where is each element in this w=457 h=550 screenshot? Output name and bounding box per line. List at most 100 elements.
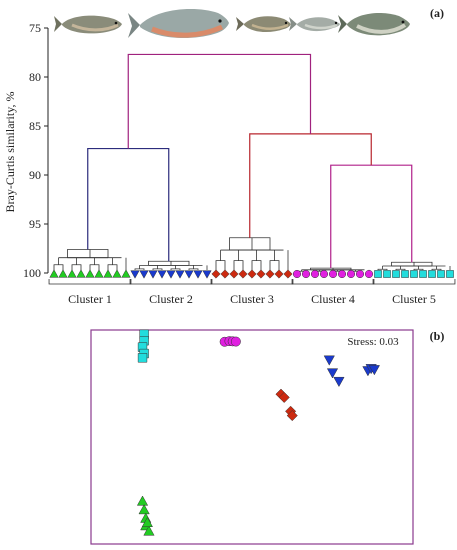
nmds-point: [141, 516, 153, 528]
leaf-marker: [392, 270, 400, 278]
cluster-label: Cluster 4: [311, 292, 355, 306]
nmds-point: [368, 365, 380, 376]
leaf-marker: [292, 269, 302, 279]
nmds-point: [333, 376, 345, 388]
cluster-bracket: [210, 279, 294, 285]
leaf-marker: [337, 269, 347, 279]
panel-a: (a) 75 80 85 90 95 100 Bray-Curtis similarity…: [3, 6, 456, 306]
leaf-marker: [139, 270, 149, 279]
dendrogram-branches: [53, 53, 451, 272]
panel-b: (b) Stress: 0.03: [90, 329, 444, 545]
subtree-branch: [413, 268, 424, 270]
subtree-branch: [188, 268, 199, 270]
leaf-marker: [121, 269, 131, 278]
y-tick-label: 95: [29, 217, 41, 231]
leaf-marker: [437, 270, 445, 278]
leaf-marker: [193, 270, 203, 279]
leaf-marker: [175, 270, 185, 279]
leaf-marker: [184, 270, 194, 279]
subtree-branch: [148, 260, 190, 266]
subtree-branch: [89, 264, 100, 270]
leaf-marker: [157, 270, 167, 279]
leaf-marker: [346, 269, 356, 279]
nmds-point: [286, 410, 298, 422]
leaf-marker: [301, 269, 311, 279]
fish-icon: [236, 16, 291, 33]
branch-join-c3-c45: [249, 133, 372, 238]
cluster-label: Cluster 1: [68, 292, 112, 306]
panel-a-label: (a): [430, 6, 444, 20]
leaf-marker: [446, 270, 454, 278]
subtree-branch: [71, 264, 82, 270]
subtree-branch: [269, 260, 280, 270]
nmds-point: [326, 368, 339, 379]
subtree-branch: [431, 268, 442, 270]
y-tick-label: 75: [29, 21, 41, 35]
leaf-marker: [328, 269, 338, 279]
y-tick-label: 80: [29, 70, 41, 84]
cluster-label: Cluster 5: [392, 292, 436, 306]
nmds-point: [278, 391, 290, 403]
nmds-point: [137, 353, 148, 363]
leaf-marker: [148, 270, 158, 279]
nmds-frame: [90, 329, 414, 545]
salmon-icon: [128, 9, 229, 39]
leaf-marker: [112, 269, 122, 278]
fish-icon: [54, 15, 122, 34]
branch-join-root: [127, 53, 312, 149]
leaf-marker: [265, 269, 275, 279]
cluster-bracket: [291, 279, 375, 285]
subtree-branch: [233, 260, 244, 270]
nmds-point: [230, 336, 241, 347]
leaf-marker: [220, 269, 230, 279]
leaf-marker: [76, 269, 86, 278]
subtree-branch: [251, 260, 262, 270]
y-tick-label: 90: [29, 168, 41, 182]
leaf-marker: [310, 269, 320, 279]
subtree-branch: [395, 268, 406, 270]
leaf-marker: [49, 269, 59, 278]
nmds-points: [136, 329, 380, 536]
subtree-branch: [377, 268, 388, 270]
cluster-bracket: [129, 279, 213, 285]
dendrogram-leaves: [49, 269, 454, 279]
subtree-branch: [229, 237, 271, 251]
leaf-marker: [103, 269, 113, 278]
leaf-marker: [374, 270, 382, 278]
leaf-marker: [283, 269, 293, 279]
cluster-label: Cluster 3: [230, 292, 274, 306]
dendrogram-axis: 75 80 85 90 95 100: [23, 21, 49, 280]
fish-icon: [338, 12, 410, 36]
leaf-marker: [85, 269, 95, 278]
leaf-marker: [58, 269, 68, 278]
leaf-marker: [419, 270, 427, 278]
leaf-marker: [319, 269, 329, 279]
nmds-point: [143, 525, 155, 536]
y-tick-label: 100: [23, 266, 41, 280]
cluster-brackets: Cluster 1 Cluster 2 Cluster 3 Cluster 4 Clus…: [48, 279, 456, 306]
subtree-branch: [67, 249, 109, 258]
leaf-marker: [401, 270, 409, 278]
nmds-point: [323, 355, 335, 366]
leaf-marker: [130, 270, 140, 279]
stress-label: Stress: 0.03: [347, 336, 399, 348]
leaf-marker: [247, 269, 257, 279]
leaf-marker: [364, 269, 374, 279]
leaf-marker: [383, 270, 391, 278]
leaf-marker: [166, 270, 176, 279]
fish-strip: [54, 9, 410, 39]
leaf-marker: [238, 269, 248, 279]
branch-join-c1-c2: [87, 147, 170, 262]
subtree-branch: [152, 268, 163, 270]
subtree-branch: [107, 264, 118, 270]
leaf-marker: [256, 269, 266, 279]
fish-icon: [289, 17, 340, 32]
subtree-branch: [53, 264, 64, 270]
leaf-marker: [211, 269, 221, 279]
cluster-bracket: [372, 279, 456, 285]
y-tick-label: 85: [29, 119, 41, 133]
leaf-marker: [229, 269, 239, 279]
cluster-bracket: [48, 279, 132, 285]
leaf-marker: [428, 270, 436, 278]
